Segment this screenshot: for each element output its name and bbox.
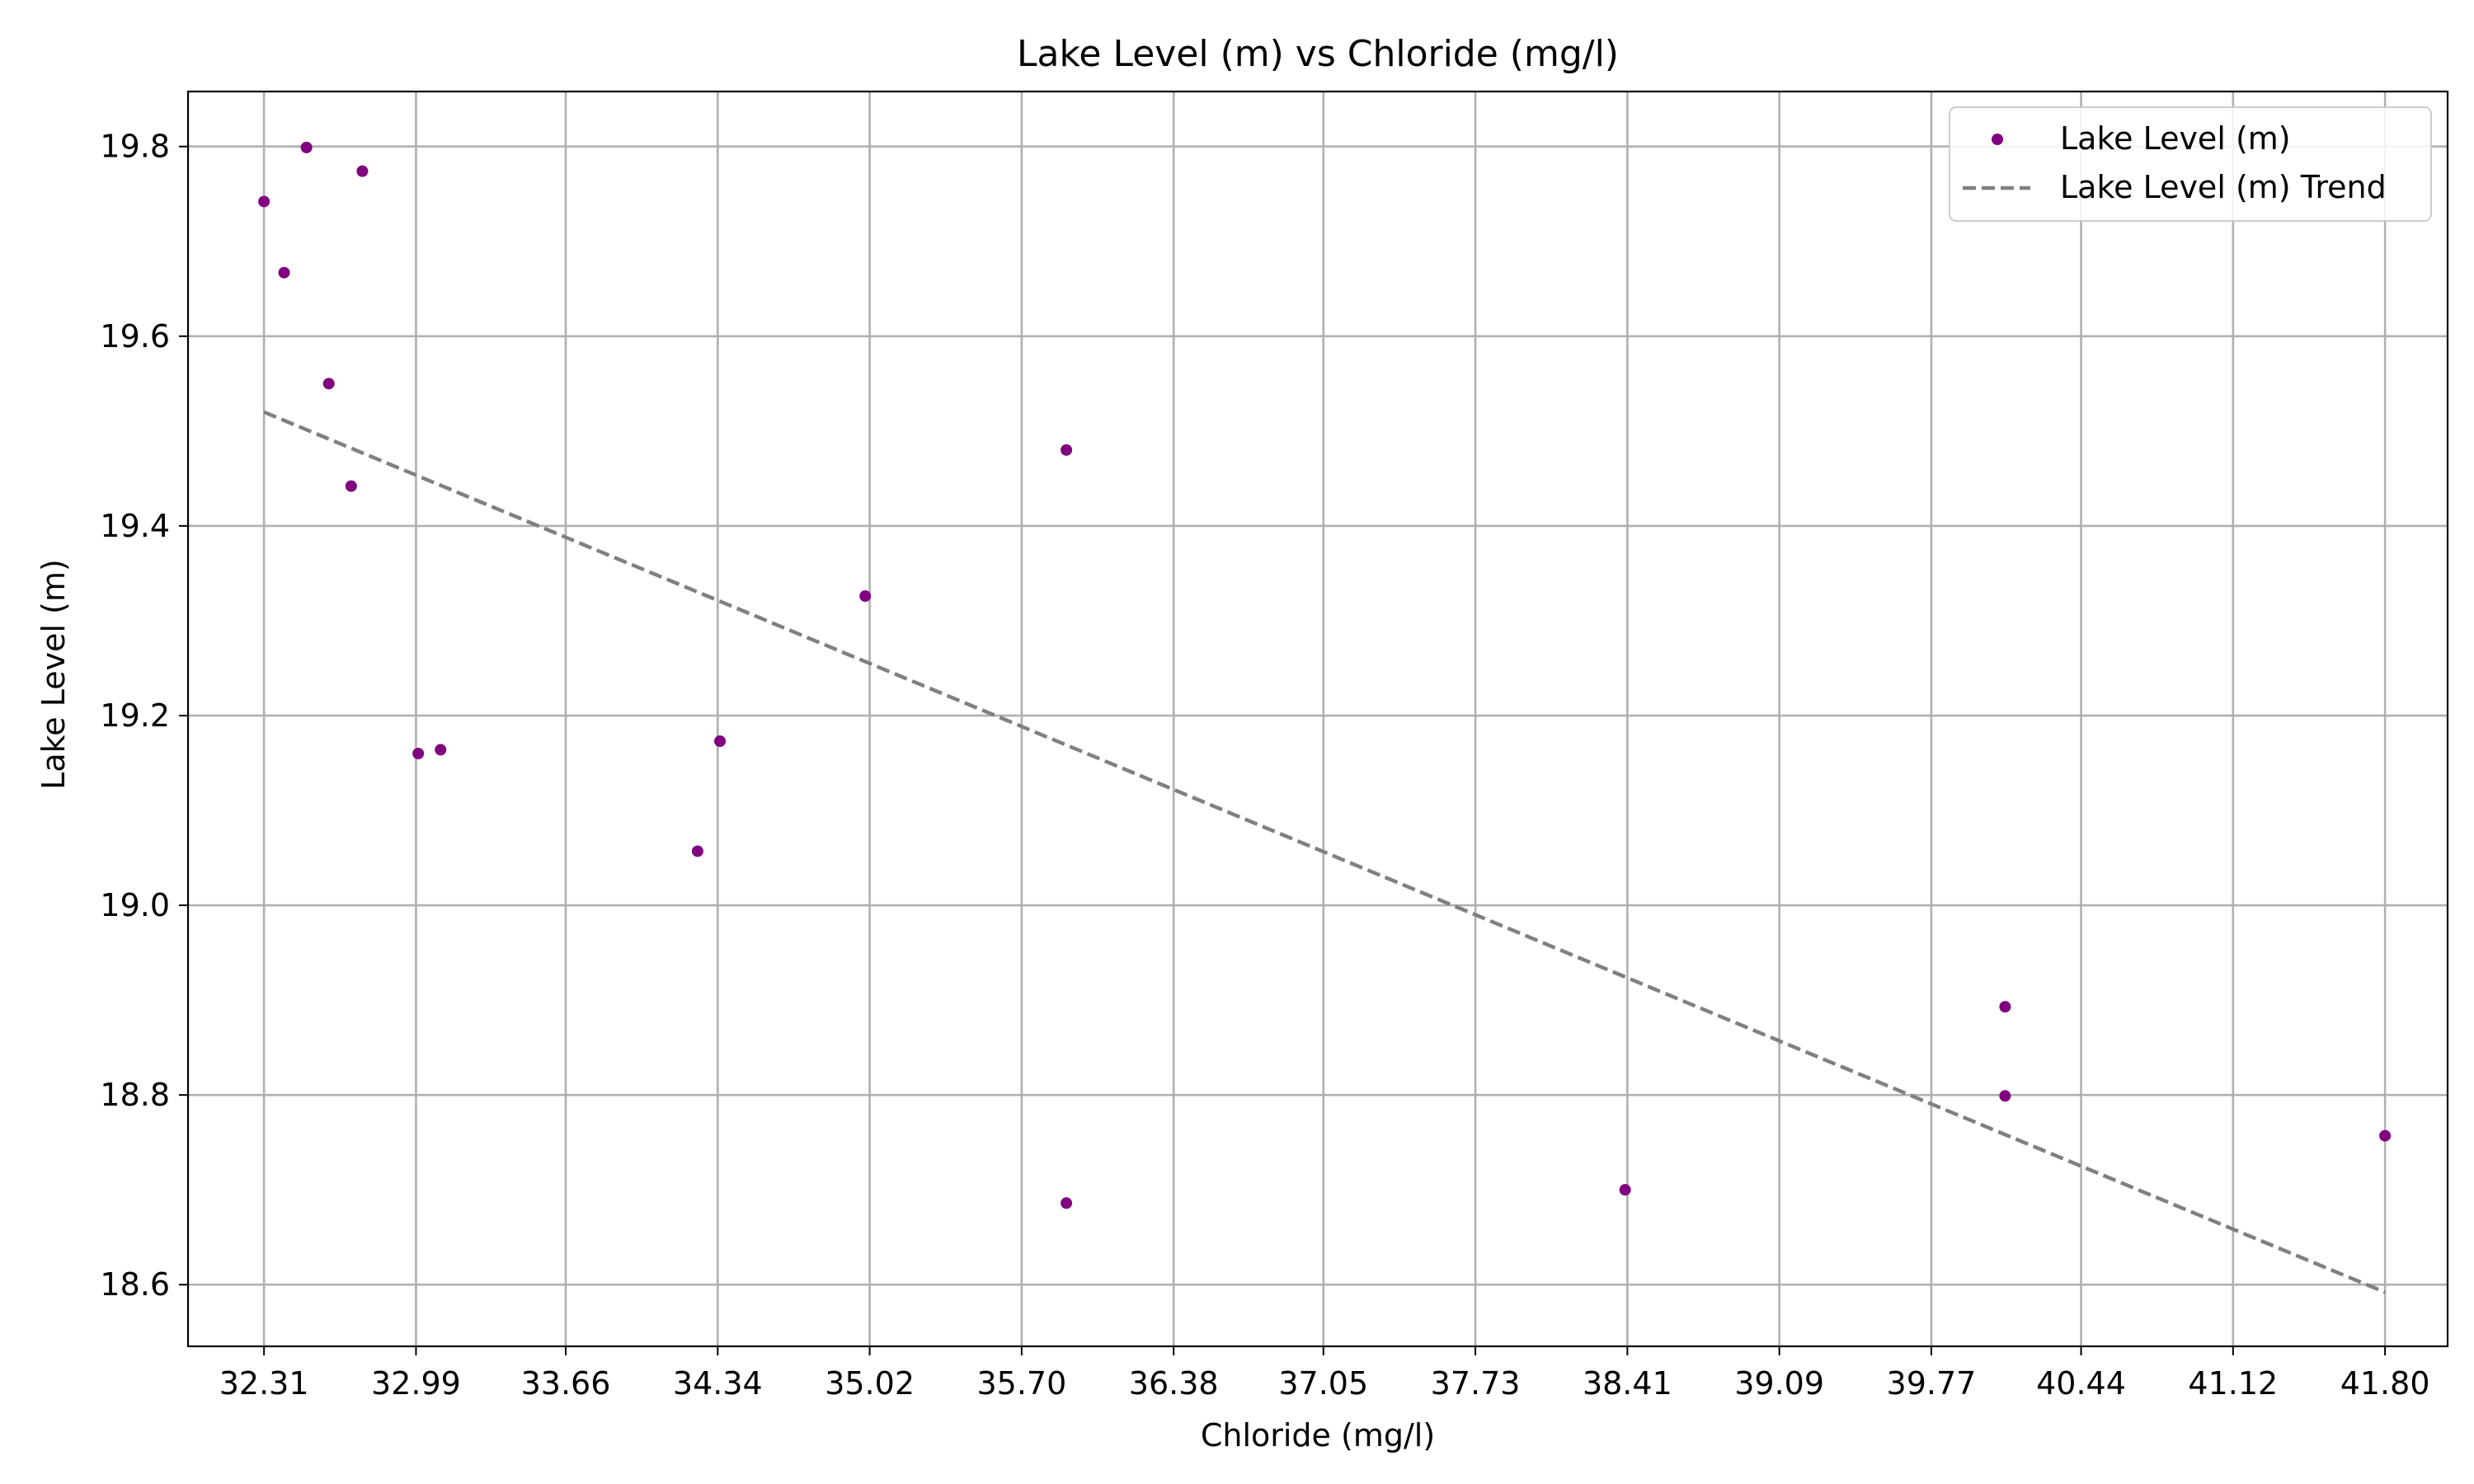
data-point <box>714 735 727 748</box>
chart-title: Lake Level (m) vs Chloride (mg/l) <box>1017 33 1619 75</box>
x-tick-label: 38.41 <box>1583 1365 1672 1402</box>
y-axis-ticks: 18.6 18.8 19.0 19.2 19.4 19.6 19.8 <box>100 129 188 1303</box>
data-point <box>1061 444 1073 456</box>
data-point <box>278 266 290 279</box>
x-tick-label: 35.02 <box>825 1365 915 1402</box>
x-tick-label: 35.70 <box>977 1365 1067 1402</box>
data-point <box>322 378 335 390</box>
y-tick-label: 19.2 <box>100 697 170 734</box>
y-axis-label: Lake Level (m) <box>35 559 72 790</box>
y-tick-label: 19.6 <box>100 318 170 355</box>
x-tick-label: 41.12 <box>2188 1365 2278 1402</box>
x-tick-label: 37.73 <box>1431 1365 1521 1402</box>
data-point <box>1061 1197 1073 1209</box>
x-tick-label: 39.09 <box>1734 1365 1824 1402</box>
legend-label-scatter: Lake Level (m) <box>2060 120 2291 157</box>
x-tick-label: 36.38 <box>1129 1365 1219 1402</box>
y-tick-label: 19.8 <box>100 129 170 165</box>
data-point <box>859 590 872 603</box>
data-point <box>2379 1129 2392 1142</box>
trend-line <box>263 410 2386 1294</box>
data-points <box>258 141 2392 1209</box>
data-point <box>691 845 703 857</box>
data-point <box>356 165 369 177</box>
x-tick-label: 33.66 <box>521 1365 611 1402</box>
legend-frame <box>1949 106 2432 222</box>
y-tick-label: 18.8 <box>100 1077 170 1113</box>
data-point <box>345 480 357 492</box>
y-tick-label: 18.6 <box>100 1266 170 1303</box>
data-point <box>412 747 425 759</box>
x-tick-label: 32.99 <box>371 1365 461 1402</box>
data-point <box>1999 1001 2011 1013</box>
x-tick-label: 39.77 <box>1887 1365 1977 1402</box>
legend-label-trend: Lake Level (m) Trend <box>2060 169 2387 205</box>
y-tick-label: 19.4 <box>100 508 170 544</box>
data-point <box>1999 1090 2011 1102</box>
x-tick-label: 40.44 <box>2036 1365 2126 1402</box>
x-tick-label: 41.80 <box>2340 1365 2430 1402</box>
data-point <box>435 744 447 756</box>
x-tick-label: 32.31 <box>219 1365 309 1402</box>
x-tick-label: 37.05 <box>1278 1365 1368 1402</box>
plot-area-frame <box>186 90 2449 1348</box>
trend-line-layer <box>263 410 2386 1294</box>
x-axis-label: Chloride (mg/l) <box>1201 1417 1435 1453</box>
x-axis-ticks: 32.31 32.99 33.66 34.34 35.02 35.70 36.38 37.05… <box>219 1346 2430 1402</box>
legend: Lake Level (m) Lake Level (m) Trend <box>1949 106 2432 222</box>
data-point <box>258 195 270 208</box>
data-point <box>1619 1184 1631 1196</box>
x-tick-label: 34.34 <box>673 1365 763 1402</box>
y-tick-label: 19.0 <box>100 887 170 923</box>
legend-marker-scatter <box>1992 134 2003 145</box>
data-point <box>300 141 313 153</box>
